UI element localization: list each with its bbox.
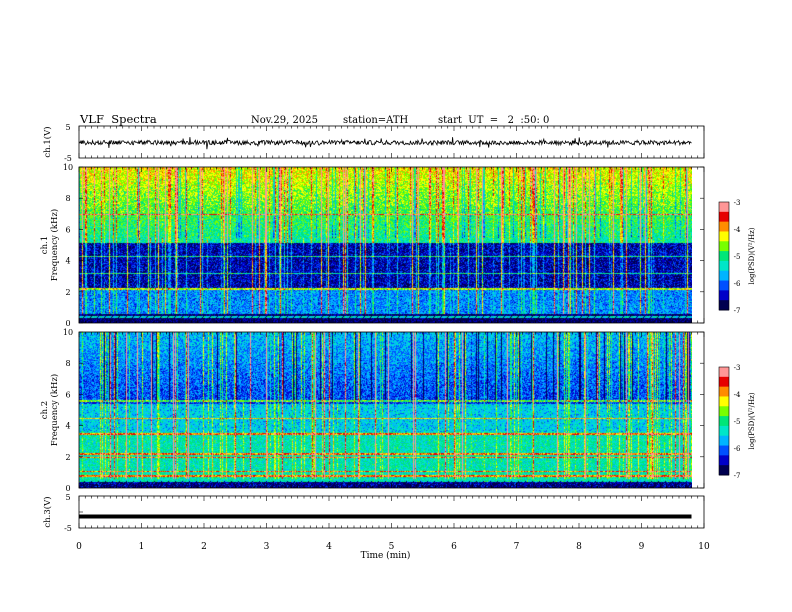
ch1-colorbar-tick: -5 [734,253,741,261]
ch1-colorbar-segment [719,260,729,272]
x-tick-label: 10 [698,542,710,552]
ch1-ylabel-top: ch.1 [40,236,50,254]
start-time-label: start UT = 2 :50: 0 [438,115,550,126]
ch1-colorbar-segment [719,290,729,301]
x-tick-label: 2 [201,542,207,552]
ch1-colorbar-tick: -7 [734,307,741,315]
x-tick-label: 0 [76,542,82,552]
ch2-colorbar-segment [719,416,729,427]
ch1-ytick-label: 2 [65,288,70,297]
x-tick-label: 9 [639,542,645,552]
ch2-ytick-label: 4 [65,422,70,431]
ch1-ylabel: Frequency (kHz) [49,209,60,281]
ch1-colorbar-label: log(PSD)(V²/Hz) [748,227,756,284]
ch1-colorbar-segment [719,241,729,252]
x-tick-label: 4 [326,542,332,552]
ch2-colorbar-tick: -7 [734,472,741,480]
ch3-ytick-bottom: -5 [64,524,72,533]
ch2-colorbar-segment [719,406,729,417]
date-label: Nov.29, 2025 [251,115,318,126]
ch1-ytick-label: 8 [65,194,70,203]
ch1-ylabel: ch.1(V) [42,126,53,157]
ch1-colorbar-segment [719,270,729,282]
ch2-ytick-label: 10 [63,328,73,337]
ch2-ytick-label: 2 [65,453,70,462]
ch2-ylabel: Frequency (kHz) [49,374,60,446]
x-tick-label: 5 [389,542,395,552]
ch1-colorbar-tick: -4 [734,226,741,234]
ch1-ytick-bottom: -5 [64,154,72,163]
ch2-ytick-label: 6 [65,390,70,399]
ch2-colorbar-tick: -6 [734,445,741,453]
ch1-colorbar-segment [719,202,729,213]
ch2-ytick-label: 0 [65,484,70,493]
ch2-colorbar-segment [719,425,729,437]
ch1-colorbar-segment [719,221,729,232]
ch2-colorbar-segment [719,465,729,476]
ch1-ytick-top: 5 [65,123,70,132]
ch2-colorbar-tick: -4 [734,391,741,399]
panels-layer [78,125,730,529]
ch3-ytick-top: 5 [65,493,70,502]
ch1-colorbar-segment [719,280,729,291]
ch2-colorbar-segment [719,455,729,466]
chart-title: VLF Spectra [80,112,157,126]
x-tick-label: 6 [451,542,457,552]
ch1-colorbar-tick: -6 [734,280,741,288]
ch2-colorbar-tick: -5 [734,418,741,426]
ch2-ytick-label: 8 [65,359,70,368]
ch1-colorbar-frame [718,201,730,311]
ch2-colorbar-segment [719,435,729,447]
ch1-colorbar-tick: -3 [734,199,741,207]
ch2-colorbar-segment [719,445,729,456]
x-tick-label: 7 [514,542,520,552]
ch2-colorbar-label: log(PSD)(V²/Hz) [748,392,756,449]
ch2-colorbar-segment [719,386,729,397]
station-label: station=ATH [343,115,409,126]
ch2-colorbar-segment [719,376,729,388]
ch1-ytick-label: 0 [65,319,70,328]
x-tick-label: 8 [576,542,582,552]
ch1-ytick-label: 6 [65,225,70,234]
ch2-ylabel-top: ch.2 [40,401,50,419]
ch2-colorbar-segment [719,396,729,407]
ch1-colorbar-segment [719,251,729,262]
ch2-colorbar-tick: -3 [734,364,741,372]
ch1-colorbar-segment [719,211,729,223]
ch1-waveform-line [78,137,692,150]
ch3-ylabel: ch.3(V) [42,496,53,527]
ch1-ytick-label: 10 [63,163,73,172]
ch1-ytick-label: 4 [65,257,70,266]
ch1-colorbar-segment [719,231,729,242]
x-axis-label: Time (min) [361,550,411,561]
ch2-colorbar-segment [719,367,729,378]
ch1-colorbar-segment [719,300,729,311]
x-tick-label: 3 [264,542,270,552]
ch2-spectrogram-image [79,332,692,488]
x-tick-label: 1 [139,542,145,552]
ch2-colorbar-frame [718,366,730,476]
ch1-spectrogram-image [79,167,692,323]
